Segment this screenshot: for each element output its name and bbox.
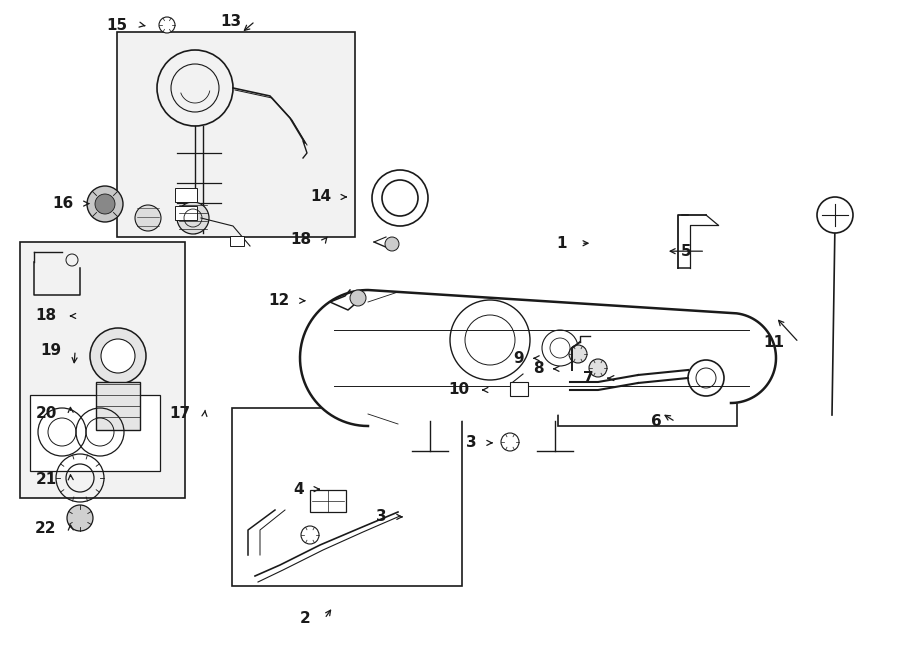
Bar	[558, 330, 737, 426]
Text: 18: 18	[36, 309, 57, 323]
Circle shape	[87, 186, 123, 222]
Text: 22: 22	[35, 522, 57, 536]
Text: 5: 5	[680, 244, 691, 258]
Text: 13: 13	[220, 14, 241, 28]
Bar	[96, 382, 140, 430]
Bar	[175, 188, 197, 202]
Bar	[175, 206, 197, 220]
Bar	[510, 382, 528, 396]
Circle shape	[67, 505, 93, 531]
Text: 15: 15	[107, 18, 128, 32]
Text: 17: 17	[170, 406, 191, 420]
Text: 3: 3	[466, 436, 477, 450]
Text: 3: 3	[376, 510, 387, 524]
Circle shape	[177, 202, 209, 234]
Text: 21: 21	[35, 472, 57, 486]
Text: 6: 6	[651, 414, 661, 429]
Text: 10: 10	[449, 383, 470, 397]
Text: 2: 2	[300, 611, 310, 626]
Text: 14: 14	[310, 190, 331, 204]
Text: 1: 1	[556, 236, 567, 251]
Bar	[20, 242, 185, 498]
Text: 18: 18	[291, 232, 311, 247]
Circle shape	[569, 345, 587, 363]
Circle shape	[90, 328, 146, 384]
Circle shape	[350, 290, 366, 306]
Text: 20: 20	[35, 406, 57, 420]
Text: 12: 12	[268, 293, 290, 308]
Bar	[30, 395, 160, 471]
Circle shape	[817, 197, 853, 233]
Text: 4: 4	[293, 482, 304, 496]
Circle shape	[95, 194, 115, 214]
Text: 9: 9	[513, 351, 524, 366]
Text: 16: 16	[52, 196, 74, 211]
Bar	[310, 490, 346, 512]
Bar	[230, 236, 244, 246]
Text: 8: 8	[533, 362, 544, 376]
Polygon shape	[300, 290, 776, 426]
Text: 7: 7	[583, 371, 594, 385]
Circle shape	[589, 359, 607, 377]
Circle shape	[101, 339, 135, 373]
Circle shape	[135, 205, 161, 231]
Circle shape	[385, 237, 399, 251]
Text: 19: 19	[40, 343, 61, 358]
Bar	[117, 32, 355, 237]
Bar	[232, 408, 462, 586]
Circle shape	[159, 17, 175, 33]
Text: 11: 11	[764, 335, 785, 350]
